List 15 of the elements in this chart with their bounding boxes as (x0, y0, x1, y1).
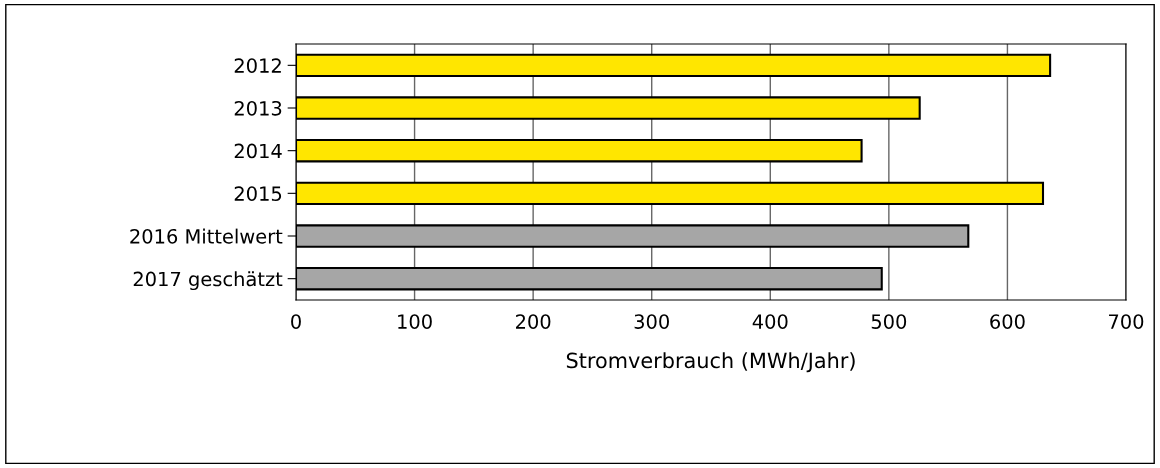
x-tick-label: 200 (516, 314, 551, 329)
y-tick-label: 2013 (234, 100, 282, 116)
x-tick-label: 700 (1109, 314, 1144, 329)
y-tick-label: 2017 geschätzt (133, 271, 283, 291)
y-tick-label: 2014 (234, 143, 282, 159)
x-axis-title: Stromverbrauch (MWh/Jahr) (566, 352, 855, 373)
y-tick-label: 2012 (234, 58, 281, 73)
x-tick-label: 600 (990, 314, 1025, 329)
y-tick-label: 2016 Mittelwert (130, 228, 283, 244)
x-tick-label: 300 (634, 314, 669, 329)
y-tick-label: 2015 (234, 186, 282, 201)
x-tick-label: 0 (291, 314, 301, 329)
x-tick-label: 500 (871, 314, 907, 329)
x-tick-label: 100 (398, 314, 432, 329)
x-tick-label: 400 (752, 314, 788, 329)
